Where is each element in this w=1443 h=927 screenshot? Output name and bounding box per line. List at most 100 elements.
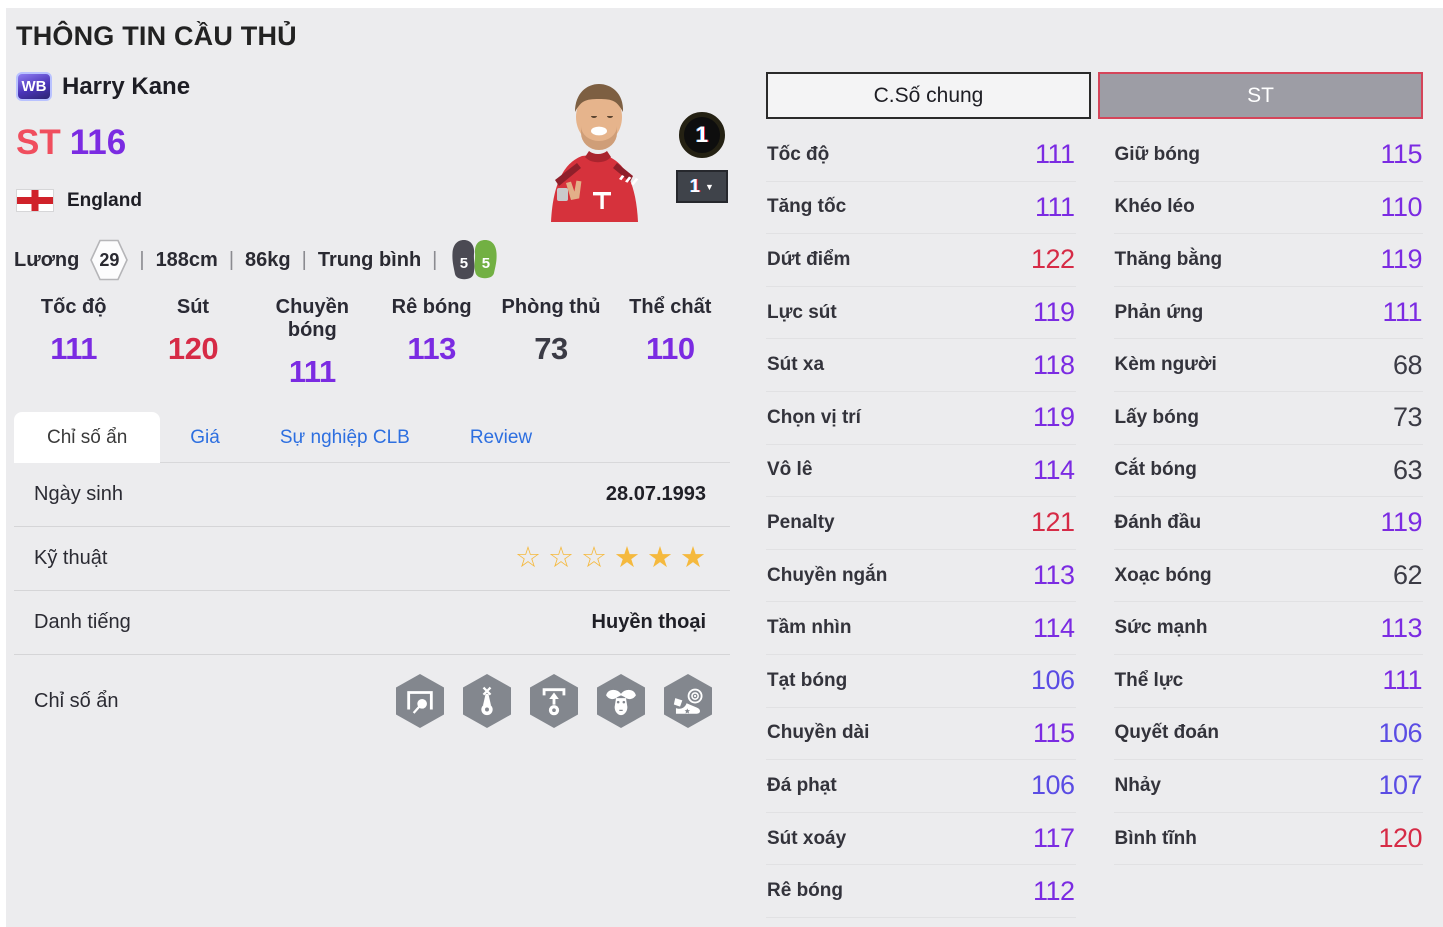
stat-label: Tăng tốc <box>767 196 847 218</box>
stat-value: 111 <box>1382 665 1422 696</box>
stat-value: 63 <box>1392 454 1423 485</box>
stat-row: Kèm người 68 <box>1113 339 1423 392</box>
stat-label: Chuyền dài <box>767 722 870 744</box>
stat-label: Nhảy <box>1114 774 1161 796</box>
stat-row: Tăng tốc 111 <box>766 182 1076 235</box>
stat-label: Kèm người <box>1114 354 1217 376</box>
goal-ball-icon[interactable] <box>396 674 444 728</box>
player-nation: England <box>67 189 142 211</box>
attributes-column-left: Tốc độ 111 Tăng tốc 111 Dứt điểm 122 Lực… <box>766 129 1076 918</box>
summary-stat: Tốc độ 111 <box>14 296 133 390</box>
salary-badge: 29 <box>90 238 129 282</box>
dob-value: 28.07.1993 <box>605 483 706 505</box>
stat-value: 106 <box>1378 717 1422 748</box>
skill-label: Kỹ thuật <box>34 547 108 569</box>
stat-value: 120 <box>1378 823 1422 854</box>
stat-label: Rê bóng <box>767 880 843 902</box>
summary-stat-value: 73 <box>534 331 568 366</box>
tab-position-stats[interactable]: ST <box>1098 72 1423 119</box>
stat-value: 106 <box>1030 770 1075 801</box>
stat-label: Penalty <box>767 511 835 533</box>
attributes-column-right: Giữ bóng 115 Khéo léo 110 Thăng bằng 119… <box>1113 129 1423 918</box>
stat-row: Nhảy 107 <box>1113 760 1423 813</box>
player-body-type: Trung bình <box>317 248 422 271</box>
stat-value: 119 <box>1380 244 1422 275</box>
stat-label: Thể lực <box>1114 669 1184 691</box>
fame-value: Huyền thoại <box>591 611 706 633</box>
stat-value: 62 <box>1392 560 1423 591</box>
player-photo <box>551 84 639 222</box>
attributes-tab-bar: C.Số chung ST <box>766 72 1423 119</box>
left-foot-icon: 5 <box>450 239 477 282</box>
ball-lift-icon[interactable] <box>530 674 578 728</box>
table-row-fame: Danh tiếng Huyền thoại <box>14 591 730 655</box>
england-flag-icon <box>16 189 54 212</box>
summary-stat-value: 120 <box>167 331 219 366</box>
stat-row: Sút xa 118 <box>766 339 1076 392</box>
summary-stat-label: Chuyền bóng <box>275 296 349 341</box>
stat-label: Quyết đoán <box>1114 722 1220 744</box>
stat-label: Khéo léo <box>1114 196 1195 218</box>
right-foot-icon: 5 <box>472 239 499 282</box>
ball-toss-icon[interactable] <box>463 674 511 728</box>
detail-tab[interactable]: Sự nghiệp CLB <box>279 426 410 448</box>
stat-row: Phản ứng 111 <box>1113 287 1423 340</box>
player-info-page: THÔNG TIN CẦU THỦ WB Harry Kane ST 116 En… <box>6 8 1443 927</box>
boot-target-icon[interactable] <box>664 674 712 728</box>
summary-stat-value: 110 <box>646 331 695 366</box>
player-ovr: 116 <box>69 123 127 162</box>
player-height: 188cm <box>155 248 218 271</box>
player-position: ST <box>16 123 61 162</box>
player-identity: WB Harry Kane ST 116 England <box>14 72 190 222</box>
level-badge: 1 <box>679 112 725 158</box>
page-title: THÔNG TIN CẦU THỦ <box>16 21 297 51</box>
stat-label: Sút xoáy <box>767 827 847 849</box>
stat-value: 118 <box>1032 349 1075 380</box>
stat-value: 115 <box>1380 139 1422 170</box>
stat-label: Phản ứng <box>1114 301 1204 323</box>
hidden-info-table: Ngày sinh 28.07.1993 Kỹ thuật ☆ ☆ ☆ ★ ★ ★ Dan… <box>14 463 730 747</box>
stat-row: Chuyền dài 115 <box>766 708 1076 761</box>
stat-label: Chuyền ngắn <box>767 564 888 586</box>
summary-stat-label: Sút <box>176 296 210 318</box>
stat-value: 119 <box>1380 507 1422 538</box>
stat-label: Vô lê <box>767 459 813 481</box>
stat-row: Rê bóng 112 <box>766 865 1076 918</box>
stat-value: 68 <box>1392 349 1423 380</box>
summary-stat-label: Tốc độ <box>40 296 107 318</box>
detail-tab[interactable]: Giá <box>190 426 220 448</box>
summary-stat-label: Rê bóng <box>391 296 472 318</box>
summary-stat-value: 111 <box>50 331 98 366</box>
table-row-dob: Ngày sinh 28.07.1993 <box>14 463 730 527</box>
buffalo-icon[interactable] <box>597 674 645 728</box>
stat-label: Chọn vị trí <box>767 406 861 428</box>
salary-label: Lương <box>14 248 80 271</box>
stat-label: Đá phạt <box>767 774 837 796</box>
level-select-dropdown[interactable]: 1 ▼ <box>676 170 728 203</box>
stat-row: Lực sút 119 <box>766 287 1076 340</box>
stat-value: 111 <box>1382 297 1422 328</box>
stat-label: Lấy bóng <box>1114 406 1199 428</box>
stat-label: Lực sút <box>767 301 837 323</box>
stat-label: Sức mạnh <box>1114 617 1208 639</box>
stat-value: 114 <box>1032 454 1075 485</box>
stat-row: Xoạc bóng 62 <box>1113 550 1423 603</box>
stat-row: Sức mạnh 113 <box>1113 602 1423 655</box>
dob-label: Ngày sinh <box>34 483 123 505</box>
stat-label: Tầm nhìn <box>767 617 852 639</box>
tab-general-stats[interactable]: C.Số chung <box>766 72 1091 119</box>
stat-label: Thăng bằng <box>1114 248 1223 270</box>
stat-label: Đánh đầu <box>1114 511 1202 533</box>
summary-stat: Sút 120 <box>133 296 252 390</box>
stat-value: 115 <box>1032 717 1075 748</box>
stat-row: Chuyền ngắn 113 <box>766 550 1076 603</box>
summary-stat-value: 113 <box>407 331 456 366</box>
detail-tab[interactable]: Chỉ số ẩn <box>14 412 161 463</box>
stat-label: Bình tĩnh <box>1114 827 1197 849</box>
stat-value: 117 <box>1032 823 1075 854</box>
player-header: WB Harry Kane ST 116 England <box>14 72 730 222</box>
stat-row: Dứt điểm 122 <box>766 234 1076 287</box>
stat-value: 111 <box>1034 191 1075 222</box>
detail-tab[interactable]: Review <box>469 426 533 448</box>
stat-row: Thể lực 111 <box>1113 655 1423 708</box>
